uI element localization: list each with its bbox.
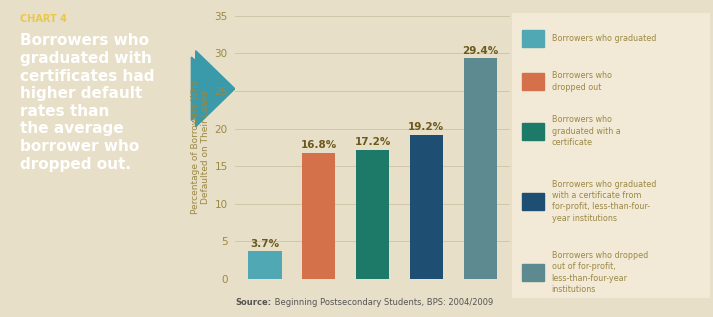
- Bar: [522, 123, 543, 139]
- Text: 29.4%: 29.4%: [462, 46, 498, 56]
- Bar: [522, 193, 543, 210]
- FancyBboxPatch shape: [504, 1, 713, 309]
- Text: Borrowers who
dropped out: Borrowers who dropped out: [552, 71, 612, 92]
- Bar: [356, 150, 389, 279]
- Polygon shape: [195, 51, 235, 127]
- Polygon shape: [191, 57, 228, 120]
- Text: Borrowers who
graduated with a
certificate: Borrowers who graduated with a certifica…: [552, 115, 620, 147]
- Bar: [410, 135, 443, 279]
- Bar: [248, 251, 282, 279]
- Bar: [463, 58, 497, 279]
- Text: 16.8%: 16.8%: [301, 140, 337, 150]
- Bar: [302, 153, 335, 279]
- Bar: [522, 30, 543, 47]
- Bar: [522, 73, 543, 90]
- Text: 17.2%: 17.2%: [354, 137, 391, 147]
- Text: 19.2%: 19.2%: [409, 122, 444, 133]
- Text: CHART 4: CHART 4: [19, 14, 66, 24]
- Text: Borrowers who dropped
out of for-profit,
less-than-four-year
institutions: Borrowers who dropped out of for-profit,…: [552, 251, 648, 294]
- Text: Borrowers who graduated
with a certificate from
for-profit, less-than-four-
year: Borrowers who graduated with a certifica…: [552, 180, 656, 223]
- Text: Source:: Source:: [235, 299, 272, 307]
- Bar: [522, 264, 543, 281]
- Text: Beginning Postsecondary Students, BPS: 2004/2009: Beginning Postsecondary Students, BPS: 2…: [272, 299, 493, 307]
- Text: Borrowers who graduated: Borrowers who graduated: [552, 34, 656, 43]
- Text: 3.7%: 3.7%: [250, 239, 279, 249]
- Y-axis label: Percentage of Borrowers Who
Defaulted on Their Loans: Percentage of Borrowers Who Defaulted on…: [191, 80, 210, 215]
- Text: Borrowers who
graduated with
certificates had
higher default
rates than
the aver: Borrowers who graduated with certificate…: [19, 33, 154, 172]
